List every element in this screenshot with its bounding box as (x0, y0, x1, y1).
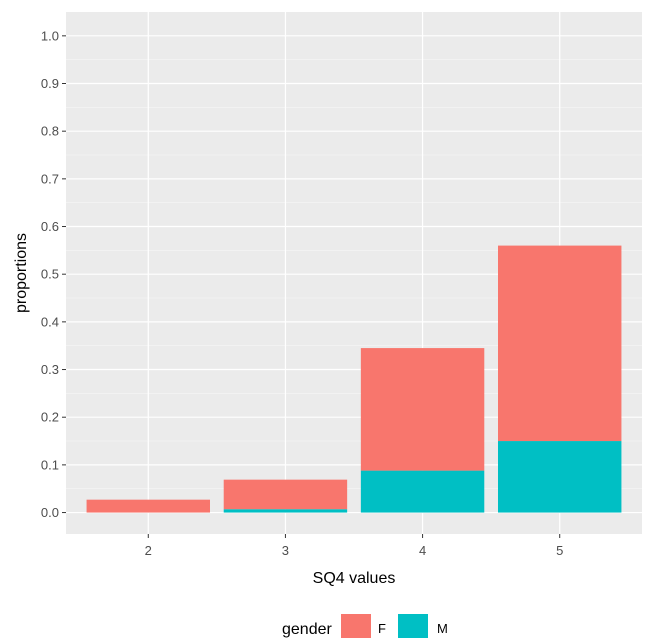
y-tick-label: 0.7 (41, 171, 59, 186)
bar-f-4 (360, 348, 485, 471)
bars (86, 245, 622, 513)
x-axis-ticks: 2 3 4 5 (145, 534, 563, 558)
y-tick-label: 0.0 (41, 505, 59, 520)
bar-f-2 (86, 499, 210, 513)
bar-f-5 (498, 245, 622, 442)
y-tick-label: 0.2 (41, 410, 59, 425)
bar-m-4 (360, 470, 485, 513)
y-tick-label: 0.3 (41, 362, 59, 377)
y-tick-label: 1.0 (41, 28, 59, 43)
bar-m-5 (498, 441, 622, 513)
legend-swatch-f (341, 614, 371, 638)
y-tick-label: 0.6 (41, 219, 59, 234)
legend-label-m: M (437, 621, 448, 636)
legend: gender F M (282, 614, 448, 638)
bar-m-3 (223, 509, 348, 513)
y-tick-label: 0.9 (41, 76, 59, 91)
y-axis-ticks: 0.0 0.1 0.2 0.3 0.4 0.5 0.6 0.7 0.8 0.9 1.0 (41, 28, 66, 520)
y-tick-label: 0.8 (41, 124, 59, 139)
legend-title: gender (282, 621, 332, 638)
legend-swatch-m (398, 614, 428, 638)
bar-f-3 (223, 479, 348, 510)
x-tick-label: 4 (419, 543, 426, 558)
x-tick-label: 3 (282, 543, 289, 558)
y-tick-label: 0.1 (41, 457, 59, 472)
legend-label-f: F (378, 621, 386, 636)
y-tick-label: 0.5 (41, 267, 59, 282)
x-tick-label: 2 (145, 543, 152, 558)
x-tick-label: 5 (556, 543, 563, 558)
y-tick-label: 0.4 (41, 314, 59, 329)
y-axis-title: proportions (13, 233, 30, 313)
x-axis-title: SQ4 values (313, 570, 396, 587)
